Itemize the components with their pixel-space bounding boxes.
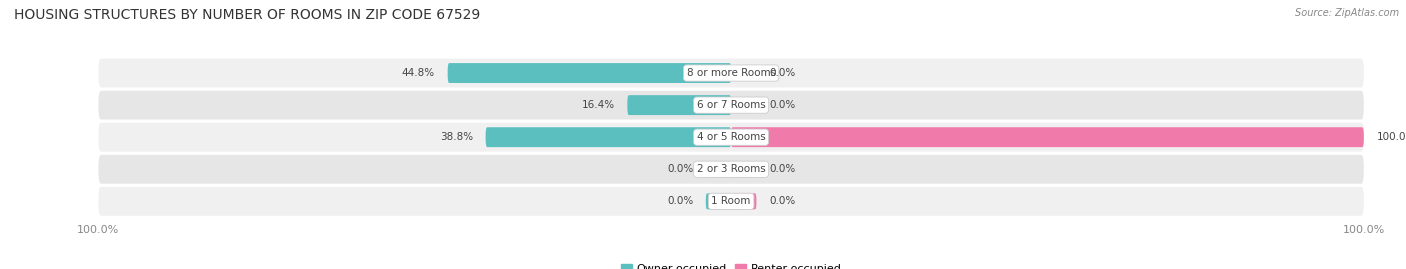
FancyBboxPatch shape: [98, 91, 1364, 119]
Text: 0.0%: 0.0%: [769, 196, 796, 206]
FancyBboxPatch shape: [447, 63, 731, 83]
FancyBboxPatch shape: [731, 65, 756, 81]
FancyBboxPatch shape: [98, 123, 1364, 152]
Text: 0.0%: 0.0%: [769, 68, 796, 78]
Text: 8 or more Rooms: 8 or more Rooms: [686, 68, 776, 78]
Text: Source: ZipAtlas.com: Source: ZipAtlas.com: [1295, 8, 1399, 18]
Text: 0.0%: 0.0%: [666, 196, 693, 206]
Text: 0.0%: 0.0%: [769, 164, 796, 174]
FancyBboxPatch shape: [706, 161, 731, 177]
Text: HOUSING STRUCTURES BY NUMBER OF ROOMS IN ZIP CODE 67529: HOUSING STRUCTURES BY NUMBER OF ROOMS IN…: [14, 8, 481, 22]
Text: 0.0%: 0.0%: [769, 100, 796, 110]
FancyBboxPatch shape: [485, 127, 731, 147]
Text: 1 Room: 1 Room: [711, 196, 751, 206]
FancyBboxPatch shape: [98, 155, 1364, 184]
Text: 2 or 3 Rooms: 2 or 3 Rooms: [697, 164, 765, 174]
FancyBboxPatch shape: [731, 97, 756, 113]
FancyBboxPatch shape: [706, 193, 731, 209]
Text: 16.4%: 16.4%: [582, 100, 614, 110]
Text: 4 or 5 Rooms: 4 or 5 Rooms: [697, 132, 765, 142]
Text: 38.8%: 38.8%: [440, 132, 472, 142]
Legend: Owner-occupied, Renter-occupied: Owner-occupied, Renter-occupied: [616, 259, 846, 269]
FancyBboxPatch shape: [731, 127, 1364, 147]
Text: 6 or 7 Rooms: 6 or 7 Rooms: [697, 100, 765, 110]
FancyBboxPatch shape: [627, 95, 731, 115]
FancyBboxPatch shape: [98, 59, 1364, 87]
Text: 0.0%: 0.0%: [666, 164, 693, 174]
Text: 44.8%: 44.8%: [402, 68, 434, 78]
FancyBboxPatch shape: [98, 187, 1364, 216]
Text: 100.0%: 100.0%: [1376, 132, 1406, 142]
FancyBboxPatch shape: [731, 161, 756, 177]
FancyBboxPatch shape: [731, 193, 756, 209]
